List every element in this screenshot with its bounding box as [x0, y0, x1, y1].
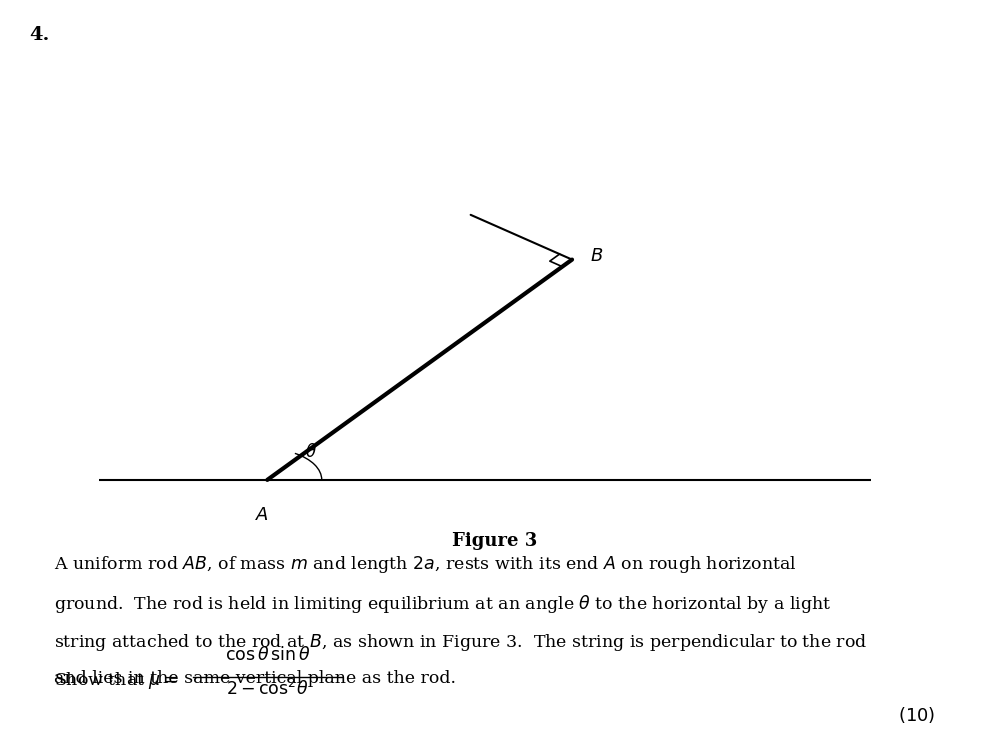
Text: $(10)$: $(10)$: [898, 705, 936, 725]
Text: Figure 3: Figure 3: [452, 532, 538, 550]
Text: string attached to the rod at $B$, as shown in Figure 3.  The string is perpendi: string attached to the rod at $B$, as sh…: [54, 632, 868, 652]
Text: $\cos\theta\,\sin\theta$: $\cos\theta\,\sin\theta$: [225, 646, 310, 664]
Text: ground.  The rod is held in limiting equilibrium at an angle $\theta$ to the hor: ground. The rod is held in limiting equi…: [54, 593, 832, 615]
Text: Show that $\mu =$: Show that $\mu =$: [54, 670, 178, 690]
Text: and lies in the same vertical plane as the rod.: and lies in the same vertical plane as t…: [54, 670, 456, 687]
Text: 4.: 4.: [30, 26, 50, 44]
Text: $\theta$: $\theta$: [305, 443, 317, 461]
Text: $2 - \cos^2\!\theta$: $2 - \cos^2\!\theta$: [226, 679, 309, 699]
Text: $B$: $B$: [590, 247, 603, 265]
Text: A uniform rod $AB$, of mass $m$ and length $2a$, rests with its end $A$ on rough: A uniform rod $AB$, of mass $m$ and leng…: [54, 554, 797, 575]
Text: $A$: $A$: [255, 506, 269, 524]
